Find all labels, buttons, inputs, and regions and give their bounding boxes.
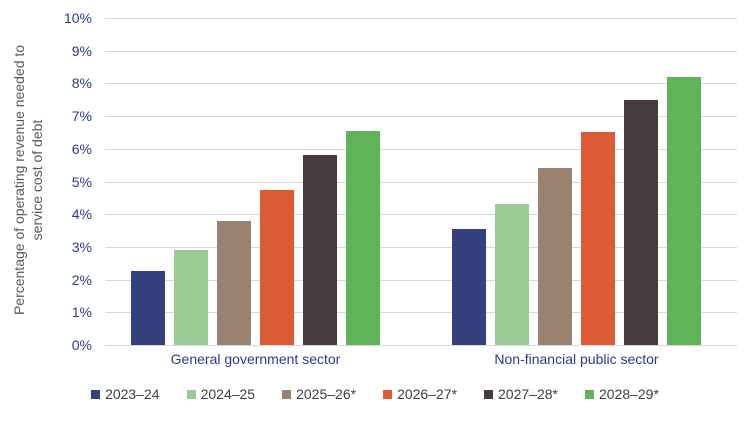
legend-swatch-icon: [584, 389, 594, 399]
legend-label: 2026–27*: [397, 386, 458, 402]
legend-label: 2024–25: [200, 386, 256, 402]
legend-swatch-icon: [484, 389, 494, 399]
legend-label: 2025–26*: [296, 386, 357, 402]
category-label: General government sector: [170, 351, 341, 367]
legend-swatch-icon: [282, 389, 292, 399]
gridline: [105, 246, 737, 248]
legend-item: 2024–25: [186, 386, 256, 402]
y-tick-label: 8%: [71, 75, 92, 92]
gridline: [105, 181, 737, 183]
legend-item: 2025–26*: [282, 386, 356, 402]
gridline: [105, 279, 737, 281]
y-tick-label: 7%: [71, 108, 92, 125]
bar: [581, 132, 615, 345]
bar: [303, 155, 337, 345]
gridline: [105, 345, 737, 346]
bar-group-non-financial-public: [452, 76, 701, 345]
gridline: [105, 83, 737, 85]
gridline: [105, 214, 737, 216]
bar: [346, 130, 380, 345]
legend-swatch-icon: [383, 389, 393, 399]
y-tick-label: 5%: [71, 173, 92, 190]
bar: [452, 228, 486, 345]
bar: [538, 168, 572, 345]
y-tick-label: 9%: [71, 42, 92, 59]
y-tick-label: 4%: [71, 206, 92, 223]
legend-swatch-icon: [91, 389, 101, 399]
legend: 2023–24 2024–25 2025–26* 2026–27* 2027–28* 20…: [0, 386, 750, 402]
bar: [667, 76, 701, 345]
legend-item: 2027–28*: [484, 386, 558, 402]
legend-swatch-icon: [186, 389, 196, 399]
y-tick-label: 0%: [71, 337, 92, 353]
bar: [131, 271, 165, 345]
legend-item: 2026–27*: [383, 386, 457, 402]
legend-label: 2027–28*: [498, 386, 558, 402]
category-label: Non-financial public sector: [494, 351, 659, 367]
y-tick-label: 10%: [63, 10, 92, 26]
legend-item: 2028–29*: [584, 386, 659, 402]
y-tick-label: 3%: [71, 238, 92, 255]
y-tick-label: 2%: [71, 271, 92, 288]
bar: [260, 189, 294, 345]
bar: [495, 204, 529, 345]
legend-label: 2023–24: [105, 386, 160, 402]
gridline: [105, 312, 737, 314]
bar-group-general-government: [131, 130, 380, 345]
y-tick-label: 6%: [71, 140, 92, 157]
gridline: [105, 50, 737, 52]
gridline: [105, 18, 737, 19]
legend-item: 2023–24: [91, 386, 160, 402]
plot-area: [105, 18, 737, 346]
bar: [624, 99, 658, 345]
bar: [217, 220, 251, 345]
gridline: [105, 148, 737, 150]
y-tick-label: 1%: [71, 304, 92, 321]
legend-label: 2028–29*: [598, 386, 659, 402]
gridline: [105, 116, 737, 118]
bar: [174, 250, 208, 345]
